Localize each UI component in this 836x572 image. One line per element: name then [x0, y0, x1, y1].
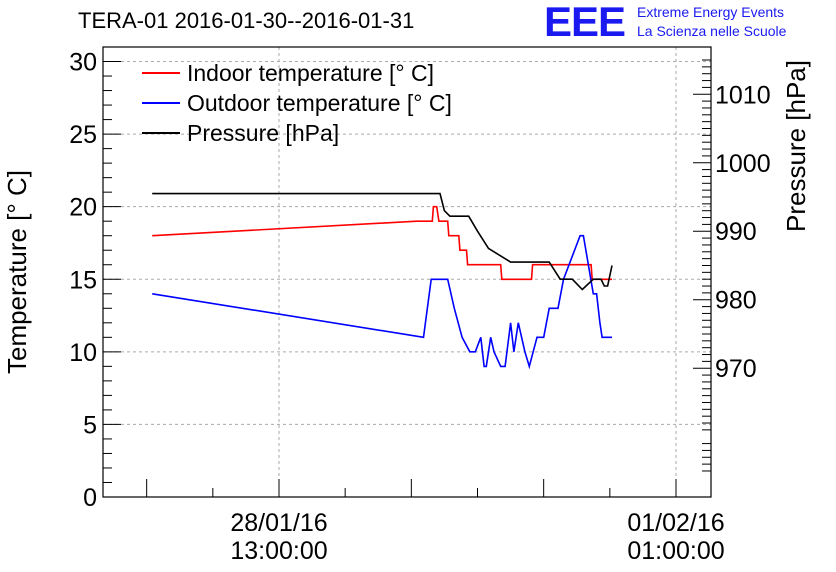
chart-title: TERA-01 2016-01-30--2016-01-31 — [78, 8, 415, 33]
y-left-tick-label-20: 20 — [69, 194, 97, 222]
y-right-tick-label-1000: 1000 — [715, 150, 771, 178]
legend: Indoor temperature [° C] Outdoor temperat… — [142, 60, 452, 146]
y-left-tick-label-30: 30 — [69, 49, 97, 77]
logo-mark: EEE — [544, 0, 626, 45]
y-left-tick-label-15: 15 — [69, 266, 97, 294]
y-axis-label-right: Pressure [hPa] — [781, 60, 811, 232]
y-right-tick-label-1010: 1010 — [715, 81, 771, 109]
legend-label-1: Outdoor temperature [° C] — [187, 90, 452, 116]
x-tick-label-1-date: 01/02/16 — [627, 509, 724, 537]
y-right-tick-label-990: 990 — [715, 218, 757, 246]
x-tick-label-1-time: 01:00:00 — [627, 537, 724, 565]
y-right-tick-label-980: 980 — [715, 287, 757, 315]
y-axis-label-left: Temperature [° C] — [2, 170, 32, 374]
logo-line-2: La Scienza nelle Scuole — [637, 23, 787, 39]
series-layer — [152, 192, 613, 370]
series-line-1 — [152, 234, 612, 370]
series-line-2 — [152, 192, 613, 291]
y-left-tick-label-0: 0 — [83, 484, 97, 512]
axes-layer: 0 5 10 15 20 25 30 970 980 990 1000 1010 28/01/1613:… — [69, 46, 771, 565]
legend-label-2: Pressure [hPa] — [187, 120, 339, 146]
x-tick-label-0-date: 28/01/16 — [230, 509, 327, 537]
y-left-tick-label-10: 10 — [69, 339, 97, 367]
logo-line-1: Extreme Energy Events — [637, 4, 785, 20]
legend-label-0: Indoor temperature [° C] — [187, 60, 434, 86]
y-right-tick-label-970: 970 — [715, 355, 757, 383]
x-tick-label-0-time: 13:00:00 — [230, 537, 327, 565]
y-left-tick-label-5: 5 — [83, 411, 97, 439]
series-line-0 — [152, 205, 612, 281]
y-left-tick-label-25: 25 — [69, 121, 97, 149]
eee-logo: EEE Extreme Energy Events La Scienza nel… — [544, 0, 834, 46]
